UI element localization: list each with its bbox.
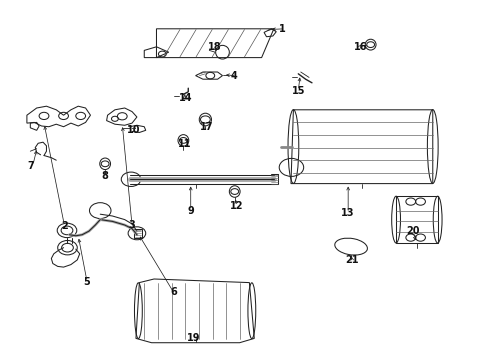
Text: 13: 13 [341,208,354,218]
Text: 10: 10 [127,125,141,135]
Text: 6: 6 [170,287,177,297]
Text: 20: 20 [405,226,419,236]
Text: 15: 15 [292,86,305,96]
Text: 12: 12 [230,201,244,211]
Text: 11: 11 [178,139,191,149]
Text: 1: 1 [278,24,285,34]
Text: 9: 9 [187,206,194,216]
Text: 2: 2 [61,221,68,231]
Text: 16: 16 [353,42,367,52]
Text: 19: 19 [186,333,200,343]
Text: 14: 14 [179,93,192,103]
Text: 7: 7 [27,161,34,171]
Text: 4: 4 [230,71,237,81]
Text: 21: 21 [345,255,358,265]
Text: 5: 5 [83,276,90,287]
Text: 8: 8 [102,171,108,181]
Text: 17: 17 [199,122,213,132]
Text: 3: 3 [128,220,135,230]
Text: 18: 18 [207,42,221,52]
